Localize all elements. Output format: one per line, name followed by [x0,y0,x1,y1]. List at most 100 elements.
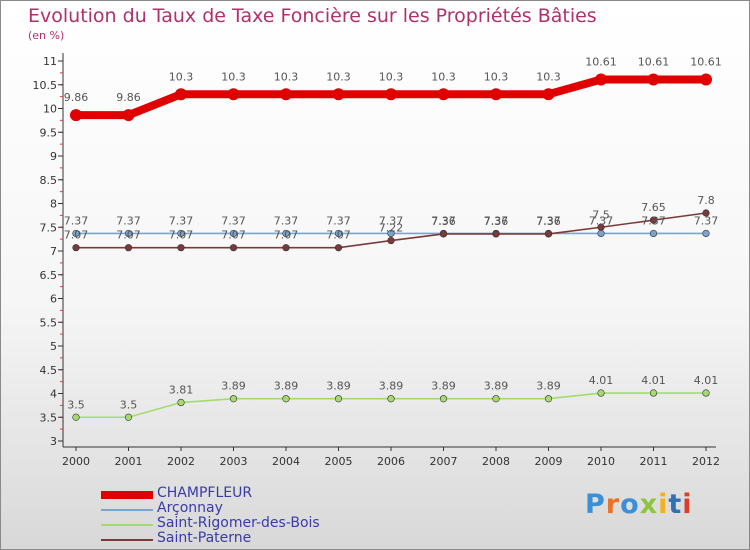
data-label: 7.37 [484,214,509,227]
data-point [702,389,710,397]
legend-label: Saint-Rigomer-des-Bois [157,515,320,531]
data-point [72,244,80,252]
data-label: 3.5 [67,398,85,411]
x-tick-label: 2001 [115,455,143,468]
data-point [124,244,133,252]
data-point [229,244,238,252]
legend-label: Saint-Paterne [157,530,252,546]
y-axis-unit: (en %) [28,29,65,42]
data-point [177,244,185,252]
data-point [544,395,553,403]
y-tick-label: 8.5 [40,174,58,187]
data-label: 3.5 [120,398,138,411]
data-point [702,229,710,238]
data-point [597,389,605,397]
x-tick-label: 2008 [482,455,510,468]
data-label: 3.89 [379,380,404,393]
data-label: 7.07 [169,229,194,242]
data-point [542,88,555,101]
x-tick-label: 2009 [535,455,563,468]
data-point [649,389,658,397]
legend-swatch [101,509,153,511]
data-label: 10.3 [274,70,299,83]
data-label: 7.37 [116,214,141,227]
data-label: 7.07 [221,229,246,242]
x-tick-label: 2011 [640,455,668,468]
data-point [649,216,658,224]
chart-title: Evolution du Taux de Taxe Foncière sur l… [28,5,597,27]
proxiti-logo: Proxiti [585,489,693,520]
data-label: 7.37 [589,214,614,227]
y-tick-label: 9.5 [40,126,58,139]
x-tick-label: 2005 [325,455,353,468]
data-point [334,395,343,403]
series-points [70,73,712,421]
data-label: 10.61 [638,56,670,69]
series-labels: 9.86 9.86 10.3 10.3 10.3 10.3 10.3 10.3 10.3 10.3… [64,56,722,412]
data-point [597,223,605,231]
data-label: 7.37 [641,214,666,227]
data-point [282,244,290,252]
y-axis-ticks: 3 3.5 4 4.5 5 5.5 6 6.5 7 7.5 8 8.5 9 9.5 10 10.5 11 [33,55,63,448]
x-tick-label: 2007 [430,455,458,468]
data-point [124,413,133,421]
data-label: 10.3 [326,70,351,83]
legend-swatch [101,524,153,526]
data-label: 10.3 [536,70,561,83]
x-tick-label: 2000 [62,455,90,468]
data-label: 3.89 [326,380,351,393]
logo-letter: P [585,489,606,520]
data-label: 9.86 [116,91,141,104]
y-tick-label: 11 [43,55,57,68]
data-label: 7.36 [431,215,456,228]
data-point [227,88,240,101]
y-tick-label: 6.5 [40,269,58,282]
data-label: 10.3 [484,70,509,83]
data-point [72,413,80,421]
y-tick-label: 7.5 [40,221,58,234]
data-label: 7.22 [379,222,404,235]
y-tick-label: 7 [50,245,57,258]
data-point [334,229,343,238]
data-point [387,236,395,245]
data-label: 7.07 [64,229,89,242]
data-point [702,209,710,217]
data-label: 7.37 [379,214,404,227]
y-tick-label: 4.5 [40,364,58,377]
data-label: 7.5 [592,208,610,221]
y-tick-label: 10.5 [33,79,58,92]
logo-letter: i [682,489,693,520]
data-label: 4.01 [641,374,666,387]
y-tick-label: 9 [50,150,57,163]
y-tick-label: 5.5 [40,316,58,329]
data-label: 10.3 [221,70,246,83]
data-label: 7.37 [169,214,194,227]
data-label: 10.3 [431,70,456,83]
data-point [177,398,185,407]
data-point [332,88,345,101]
y-tick-label: 6 [50,293,57,306]
data-label: 7.36 [536,215,561,228]
data-point [439,230,448,238]
logo-letter: i [658,489,669,520]
x-axis-ticks: 2000 2001 2002 2003 2004 2005 2006 2007 2008 2009… [62,447,720,468]
axes [60,53,716,448]
data-label: 10.61 [585,56,617,69]
data-label: 3.89 [274,380,299,393]
data-label: 7.37 [274,214,299,227]
series-lines [72,75,710,419]
y-tick-label: 3 [50,435,57,448]
data-label: 7.37 [431,214,456,227]
logo-letter: x [639,489,659,520]
data-label: 7.65 [641,201,666,214]
legend-swatch [101,539,153,541]
data-point [439,395,448,403]
data-point [647,73,660,86]
data-point [387,229,395,238]
data-label: 9.86 [64,91,89,104]
data-point [175,88,187,101]
x-tick-label: 2006 [377,455,405,468]
data-point [282,229,290,238]
